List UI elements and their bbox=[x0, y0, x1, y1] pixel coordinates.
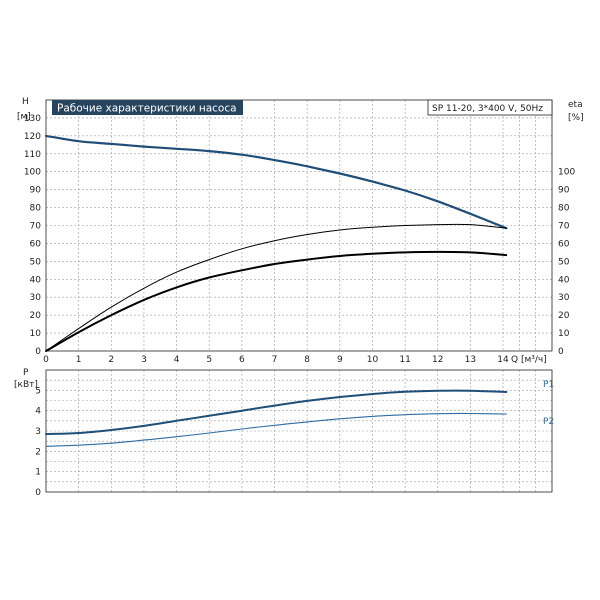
y-left-tick-label: 10 bbox=[30, 329, 42, 339]
x-tick-label: 6 bbox=[239, 355, 245, 365]
p-axis-label: P bbox=[23, 368, 29, 378]
y-right-tick-label: 0 bbox=[558, 347, 564, 357]
x-tick-label: 4 bbox=[174, 355, 180, 365]
p2-curve bbox=[45, 412, 507, 447]
y-left-tick-label: 0 bbox=[35, 347, 41, 357]
y-right-tick-label: 100 bbox=[558, 168, 575, 178]
y-left-tick-label: 70 bbox=[30, 222, 42, 232]
y-left-axis-label: H bbox=[22, 97, 29, 107]
p-tick-label: 3 bbox=[35, 427, 41, 437]
y-right-axis-unit: [%] bbox=[568, 113, 584, 123]
p-axis-unit: [кВт] bbox=[14, 380, 38, 390]
subtitle-background bbox=[427, 99, 553, 116]
x-tick-label: 0 bbox=[43, 355, 49, 365]
x-tick-label: 9 bbox=[337, 355, 343, 365]
x-tick-label: 12 bbox=[432, 355, 443, 365]
p-tick-label: 5 bbox=[35, 386, 41, 396]
p-tick-label: 4 bbox=[35, 407, 41, 417]
p-tick-label: 0 bbox=[35, 488, 41, 498]
y-right-tick-label: 80 bbox=[558, 204, 570, 214]
chart-title-box: Рабочие характеристики насоса bbox=[52, 100, 243, 115]
y-right-tick-label: 50 bbox=[558, 257, 570, 267]
top-chart-frame bbox=[45, 99, 553, 352]
x-tick-label: 13 bbox=[465, 355, 476, 365]
bottom-chart-frame bbox=[45, 369, 553, 493]
y-left-tick-label: 90 bbox=[30, 186, 42, 196]
p-tick-label: 2 bbox=[35, 447, 41, 457]
x-tick-label: 7 bbox=[272, 355, 278, 365]
series-label-p1: P1 bbox=[543, 380, 554, 390]
chart-title: Рабочие характеристики насоса bbox=[57, 103, 237, 115]
y-left-tick-label: 40 bbox=[30, 275, 42, 285]
y-left-tick-label: 100 bbox=[24, 168, 41, 178]
chart-title-background bbox=[52, 100, 243, 115]
x-tick-label: 14 bbox=[497, 355, 509, 365]
bottom-chart-grid bbox=[46, 370, 552, 492]
y-left-tick-label: 30 bbox=[30, 293, 42, 303]
p-tick-label: 1 bbox=[35, 468, 41, 478]
x-tick-label: 5 bbox=[206, 355, 212, 365]
efficiency-curve-outer bbox=[45, 223, 507, 352]
x-tick-label: 1 bbox=[76, 355, 82, 365]
y-right-tick-label: 30 bbox=[558, 293, 570, 303]
y-left-tick-label: 60 bbox=[30, 239, 42, 249]
y-left-tick-label: 130 bbox=[24, 114, 41, 124]
y-left-tick-label: 110 bbox=[24, 150, 41, 160]
x-tick-label: 11 bbox=[399, 355, 410, 365]
series-label-p2: P2 bbox=[543, 417, 554, 427]
y-left-tick-label: 50 bbox=[30, 257, 42, 267]
p1-curve bbox=[45, 389, 508, 436]
y-right-tick-label: 20 bbox=[558, 311, 570, 321]
y-right-tick-label: 70 bbox=[558, 222, 570, 232]
y-left-axis-unit: [м] bbox=[17, 112, 31, 122]
y-left-tick-label: 120 bbox=[24, 132, 41, 142]
x-tick-label: 2 bbox=[108, 355, 114, 365]
y-right-tick-label: 10 bbox=[558, 329, 570, 339]
y-right-tick-label: 60 bbox=[558, 239, 570, 249]
x-tick-label: 8 bbox=[304, 355, 310, 365]
x-tick-label: 10 bbox=[367, 355, 379, 365]
chart-subtitle: SP 11-20, 3*400 V, 50Hz bbox=[432, 104, 543, 114]
top-chart-grid bbox=[46, 100, 552, 351]
x-tick-label: 3 bbox=[141, 355, 147, 365]
y-left-tick-label: 80 bbox=[30, 204, 42, 214]
subtitle-box: SP 11-20, 3*400 V, 50Hz bbox=[427, 99, 553, 116]
y-right-axis-label: eta bbox=[568, 100, 583, 110]
y-left-tick-label: 20 bbox=[30, 311, 42, 321]
y-right-tick-label: 40 bbox=[558, 275, 570, 285]
efficiency-curve-inner bbox=[45, 250, 508, 352]
x-axis-label: Q [м³/ч] bbox=[511, 355, 547, 365]
y-right-tick-label: 90 bbox=[558, 186, 570, 196]
head-curve bbox=[44, 134, 508, 230]
